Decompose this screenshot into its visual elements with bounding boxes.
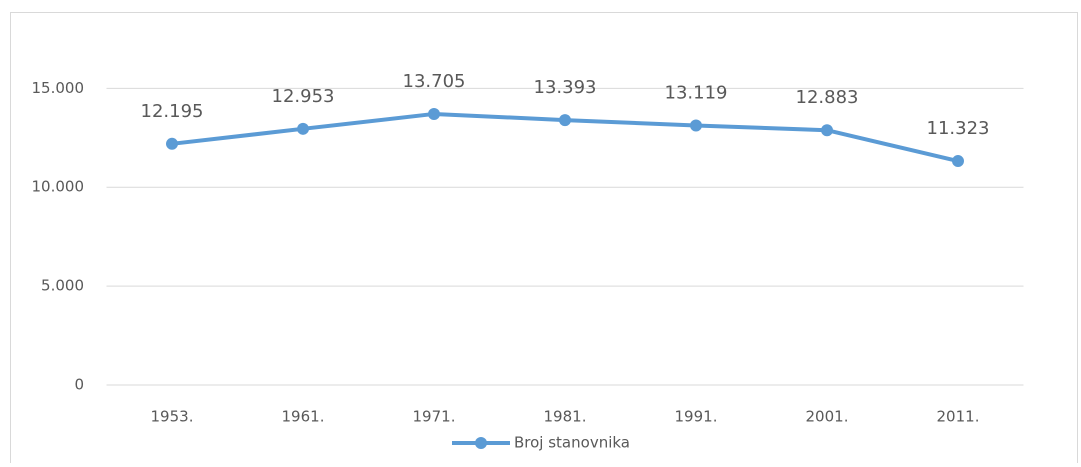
point	[952, 155, 964, 168]
y-tick-label: 15.000	[32, 79, 85, 97]
data-label: 13.705	[403, 71, 466, 92]
y-tick-label: 0	[74, 376, 84, 394]
x-tick-label: 1961.	[282, 408, 325, 426]
point	[559, 114, 571, 127]
x-tick-label: 2011.	[937, 408, 980, 426]
legend-label: Broj stanovnika	[514, 434, 630, 452]
y-tick-label: 10.000	[32, 178, 85, 196]
y-tick-label: 5.000	[41, 277, 84, 295]
x-tick-label: 1991.	[675, 408, 718, 426]
legend-marker	[475, 437, 487, 449]
point	[821, 124, 833, 137]
data-label: 12.883	[796, 87, 859, 108]
x-tick-label: 1971.	[413, 408, 456, 426]
point	[166, 137, 178, 150]
point	[428, 107, 440, 120]
x-tick-label: 1981.	[544, 408, 587, 426]
data-label: 13.119	[665, 83, 728, 104]
x-tick-label: 1953.	[151, 408, 194, 426]
point	[297, 122, 309, 135]
data-label: 13.393	[534, 77, 597, 98]
data-label: 12.953	[272, 86, 335, 107]
data-label: 12.195	[141, 101, 204, 122]
x-tick-label: 2001.	[806, 408, 849, 426]
point	[690, 119, 702, 132]
data-label: 11.323	[927, 118, 990, 139]
